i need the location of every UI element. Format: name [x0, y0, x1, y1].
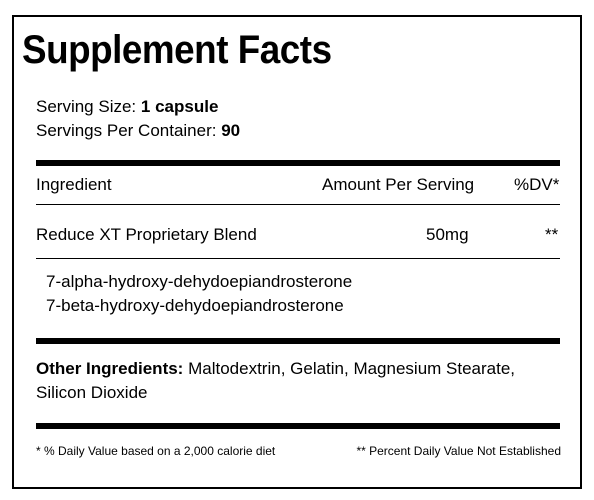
divider-thick-middle	[36, 338, 560, 344]
blend-name: Reduce XT Proprietary Blend	[36, 225, 257, 244]
footnote-daily-value: * % Daily Value based on a 2,000 calorie…	[36, 444, 276, 458]
serving-size-label: Serving Size:	[36, 97, 137, 116]
servings-per-container-label: Servings Per Container:	[36, 121, 217, 140]
other-ingredients-line1: Other Ingredients: Maltodextrin, Gelatin…	[36, 359, 515, 379]
panel-title: Supplement Facts	[22, 28, 332, 72]
header-amount: Amount Per Serving	[322, 175, 475, 194]
other-ingredients-list: Maltodextrin, Gelatin, Magnesium Stearat…	[188, 359, 516, 378]
servings-per-container-value: 90	[221, 121, 241, 140]
divider-thick-bottom	[36, 423, 560, 429]
divider-thick-top	[36, 160, 560, 166]
supplement-facts-panel	[12, 15, 582, 489]
servings-per-container: Servings Per Container: 90	[36, 121, 240, 141]
serving-size: Serving Size: 1 capsule	[36, 97, 218, 117]
header-dv: %DV*	[514, 175, 560, 194]
serving-size-value: 1 capsule	[140, 97, 219, 116]
divider-header	[36, 204, 560, 205]
blend-component: 7-beta-hydroxy-dehydoepiandrosterone	[46, 296, 344, 315]
header-ingredient: Ingredient	[36, 175, 112, 194]
other-ingredients-label: Other Ingredients:	[36, 359, 184, 378]
other-ingredients-line2: Silicon Dioxide	[36, 383, 148, 402]
footnote-not-established: ** Percent Daily Value Not Established	[356, 444, 561, 458]
blend-component: 7-alpha-hydroxy-dehydoepiandrosterone	[46, 272, 353, 291]
divider-blend	[36, 258, 560, 259]
blend-amount: 50mg	[426, 225, 469, 244]
blend-dv: **	[545, 225, 559, 244]
